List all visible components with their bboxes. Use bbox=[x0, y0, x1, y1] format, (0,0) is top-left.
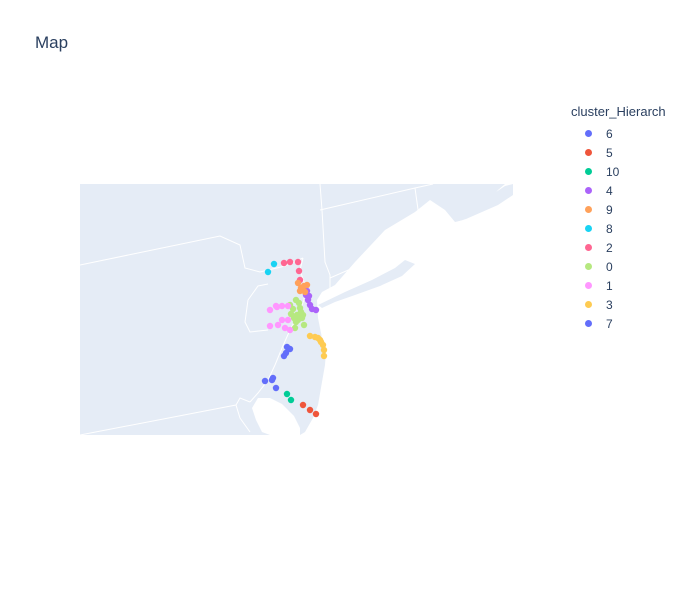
data-point-cluster-0[interactable] bbox=[295, 299, 303, 307]
legend-item-7[interactable]: 7 bbox=[571, 314, 666, 333]
data-point-cluster-9[interactable] bbox=[298, 285, 306, 293]
legend-item-0[interactable]: 0 bbox=[571, 257, 666, 276]
data-point-cluster-1[interactable] bbox=[286, 326, 294, 334]
legend-label: 10 bbox=[606, 164, 620, 179]
legend-item-2[interactable]: 2 bbox=[571, 238, 666, 257]
data-point-cluster-10[interactable] bbox=[283, 390, 291, 398]
data-point-cluster-1[interactable] bbox=[278, 316, 286, 324]
data-point-cluster-0[interactable] bbox=[290, 314, 298, 322]
legend-label: 1 bbox=[606, 278, 613, 293]
legend-label: 7 bbox=[606, 316, 613, 331]
data-point-cluster-3[interactable] bbox=[314, 334, 322, 342]
data-point-cluster-5[interactable] bbox=[312, 410, 320, 418]
data-point-cluster-6[interactable] bbox=[269, 374, 277, 382]
data-point-cluster-8[interactable] bbox=[270, 260, 278, 268]
data-point-cluster-2[interactable] bbox=[295, 267, 303, 275]
legend-marker bbox=[585, 263, 592, 270]
legend-marker bbox=[585, 187, 592, 194]
data-point-cluster-9[interactable] bbox=[294, 279, 302, 287]
legend-marker bbox=[585, 149, 592, 156]
legend-label: 6 bbox=[606, 126, 613, 141]
legend-label: 3 bbox=[606, 297, 613, 312]
data-point-cluster-0[interactable] bbox=[289, 305, 297, 313]
legend-marker bbox=[585, 320, 592, 327]
legend-label: 2 bbox=[606, 240, 613, 255]
legend-label: 4 bbox=[606, 183, 613, 198]
data-point-cluster-1[interactable] bbox=[273, 303, 281, 311]
legend-marker bbox=[585, 206, 592, 213]
data-point-cluster-1[interactable] bbox=[284, 302, 292, 310]
data-point-cluster-7[interactable] bbox=[280, 352, 288, 360]
legend-label: 5 bbox=[606, 145, 613, 160]
legend-item-8[interactable]: 8 bbox=[571, 219, 666, 238]
data-point-cluster-2[interactable] bbox=[286, 258, 294, 266]
legend-item-3[interactable]: 3 bbox=[571, 295, 666, 314]
data-point-cluster-9[interactable] bbox=[303, 281, 311, 289]
data-point-cluster-5[interactable] bbox=[299, 401, 307, 409]
data-point-cluster-6[interactable] bbox=[272, 384, 280, 392]
data-point-cluster-10[interactable] bbox=[287, 396, 295, 404]
legend-item-6[interactable]: 6 bbox=[571, 124, 666, 143]
legend: cluster_Hierarch 6 5 10 4 9 8 2 0 1 3 7 bbox=[571, 104, 666, 333]
data-point-cluster-3[interactable] bbox=[320, 352, 328, 360]
legend-item-5[interactable]: 5 bbox=[571, 143, 666, 162]
legend-marker bbox=[585, 225, 592, 232]
data-point-cluster-4[interactable] bbox=[305, 292, 313, 300]
legend-marker bbox=[585, 168, 592, 175]
data-point-cluster-3[interactable] bbox=[320, 346, 328, 354]
data-point-cluster-1[interactable] bbox=[274, 321, 282, 329]
legend-item-10[interactable]: 10 bbox=[571, 162, 666, 181]
data-point-cluster-3[interactable] bbox=[306, 332, 314, 340]
legend-item-4[interactable]: 4 bbox=[571, 181, 666, 200]
data-point-cluster-1[interactable] bbox=[281, 324, 289, 332]
data-point-cluster-0[interactable] bbox=[300, 321, 308, 329]
legend-item-9[interactable]: 9 bbox=[571, 200, 666, 219]
legend-label: 9 bbox=[606, 202, 613, 217]
data-point-cluster-7[interactable] bbox=[286, 345, 294, 353]
legend-label: 0 bbox=[606, 259, 613, 274]
data-point-cluster-1[interactable] bbox=[278, 302, 286, 310]
long-island bbox=[318, 260, 415, 308]
cape-cod bbox=[455, 184, 513, 222]
legend-marker bbox=[585, 130, 592, 137]
data-point-cluster-0[interactable] bbox=[291, 324, 299, 332]
legend-label: 8 bbox=[606, 221, 613, 236]
legend-item-1[interactable]: 1 bbox=[571, 276, 666, 295]
data-point-cluster-6[interactable] bbox=[261, 377, 269, 385]
delaware-bay bbox=[252, 398, 300, 435]
coastal-water bbox=[300, 184, 513, 435]
data-point-cluster-1[interactable] bbox=[266, 306, 274, 314]
data-points[interactable] bbox=[261, 258, 328, 418]
legend-marker bbox=[585, 282, 592, 289]
data-point-cluster-8[interactable] bbox=[264, 268, 272, 276]
data-point-cluster-2[interactable] bbox=[294, 258, 302, 266]
data-point-cluster-1[interactable] bbox=[266, 322, 274, 330]
map-title: Map bbox=[35, 33, 69, 52]
legend-marker bbox=[585, 301, 592, 308]
data-point-cluster-4[interactable] bbox=[312, 306, 320, 314]
legend-title: cluster_Hierarch bbox=[571, 104, 666, 119]
data-point-cluster-0[interactable] bbox=[298, 314, 306, 322]
data-point-cluster-2[interactable] bbox=[280, 259, 288, 267]
legend-marker bbox=[585, 244, 592, 251]
data-point-cluster-1[interactable] bbox=[284, 316, 292, 324]
data-point-cluster-5[interactable] bbox=[306, 406, 314, 414]
